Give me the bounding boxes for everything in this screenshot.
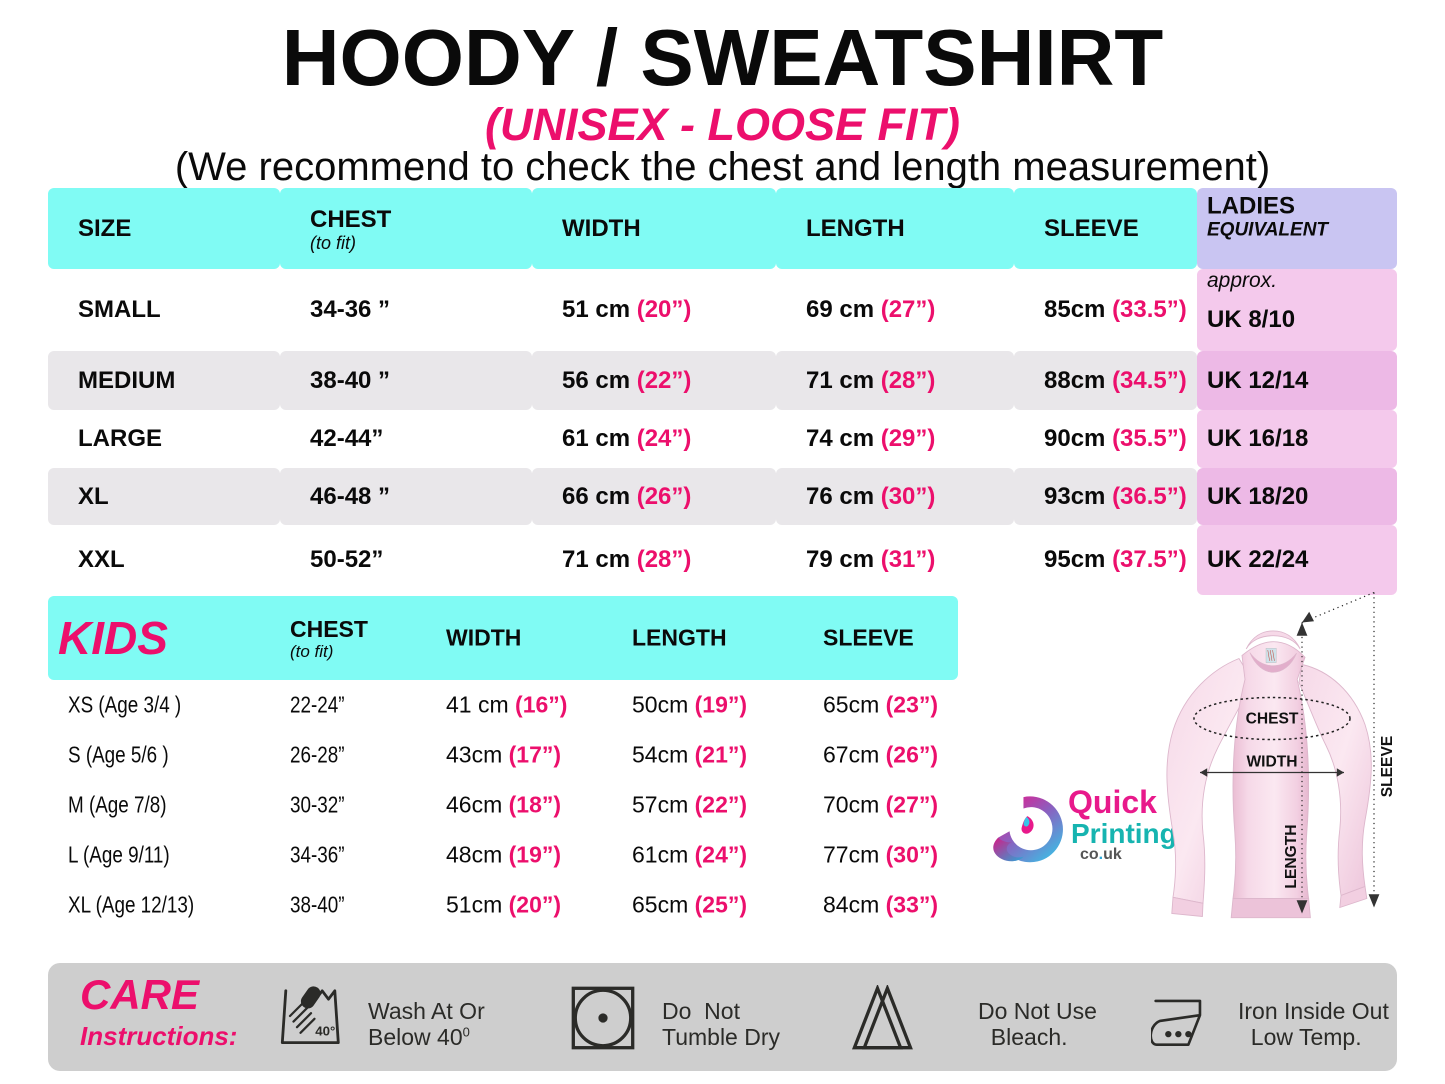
svg-text:LENGTH: LENGTH: [1283, 824, 1300, 888]
svg-text:40°: 40°: [315, 1024, 335, 1039]
svg-text:CHEST: CHEST: [1246, 710, 1299, 727]
svg-text:SLEEVE: SLEEVE: [1379, 736, 1396, 798]
svg-text:WIDTH: WIDTH: [1246, 754, 1297, 771]
